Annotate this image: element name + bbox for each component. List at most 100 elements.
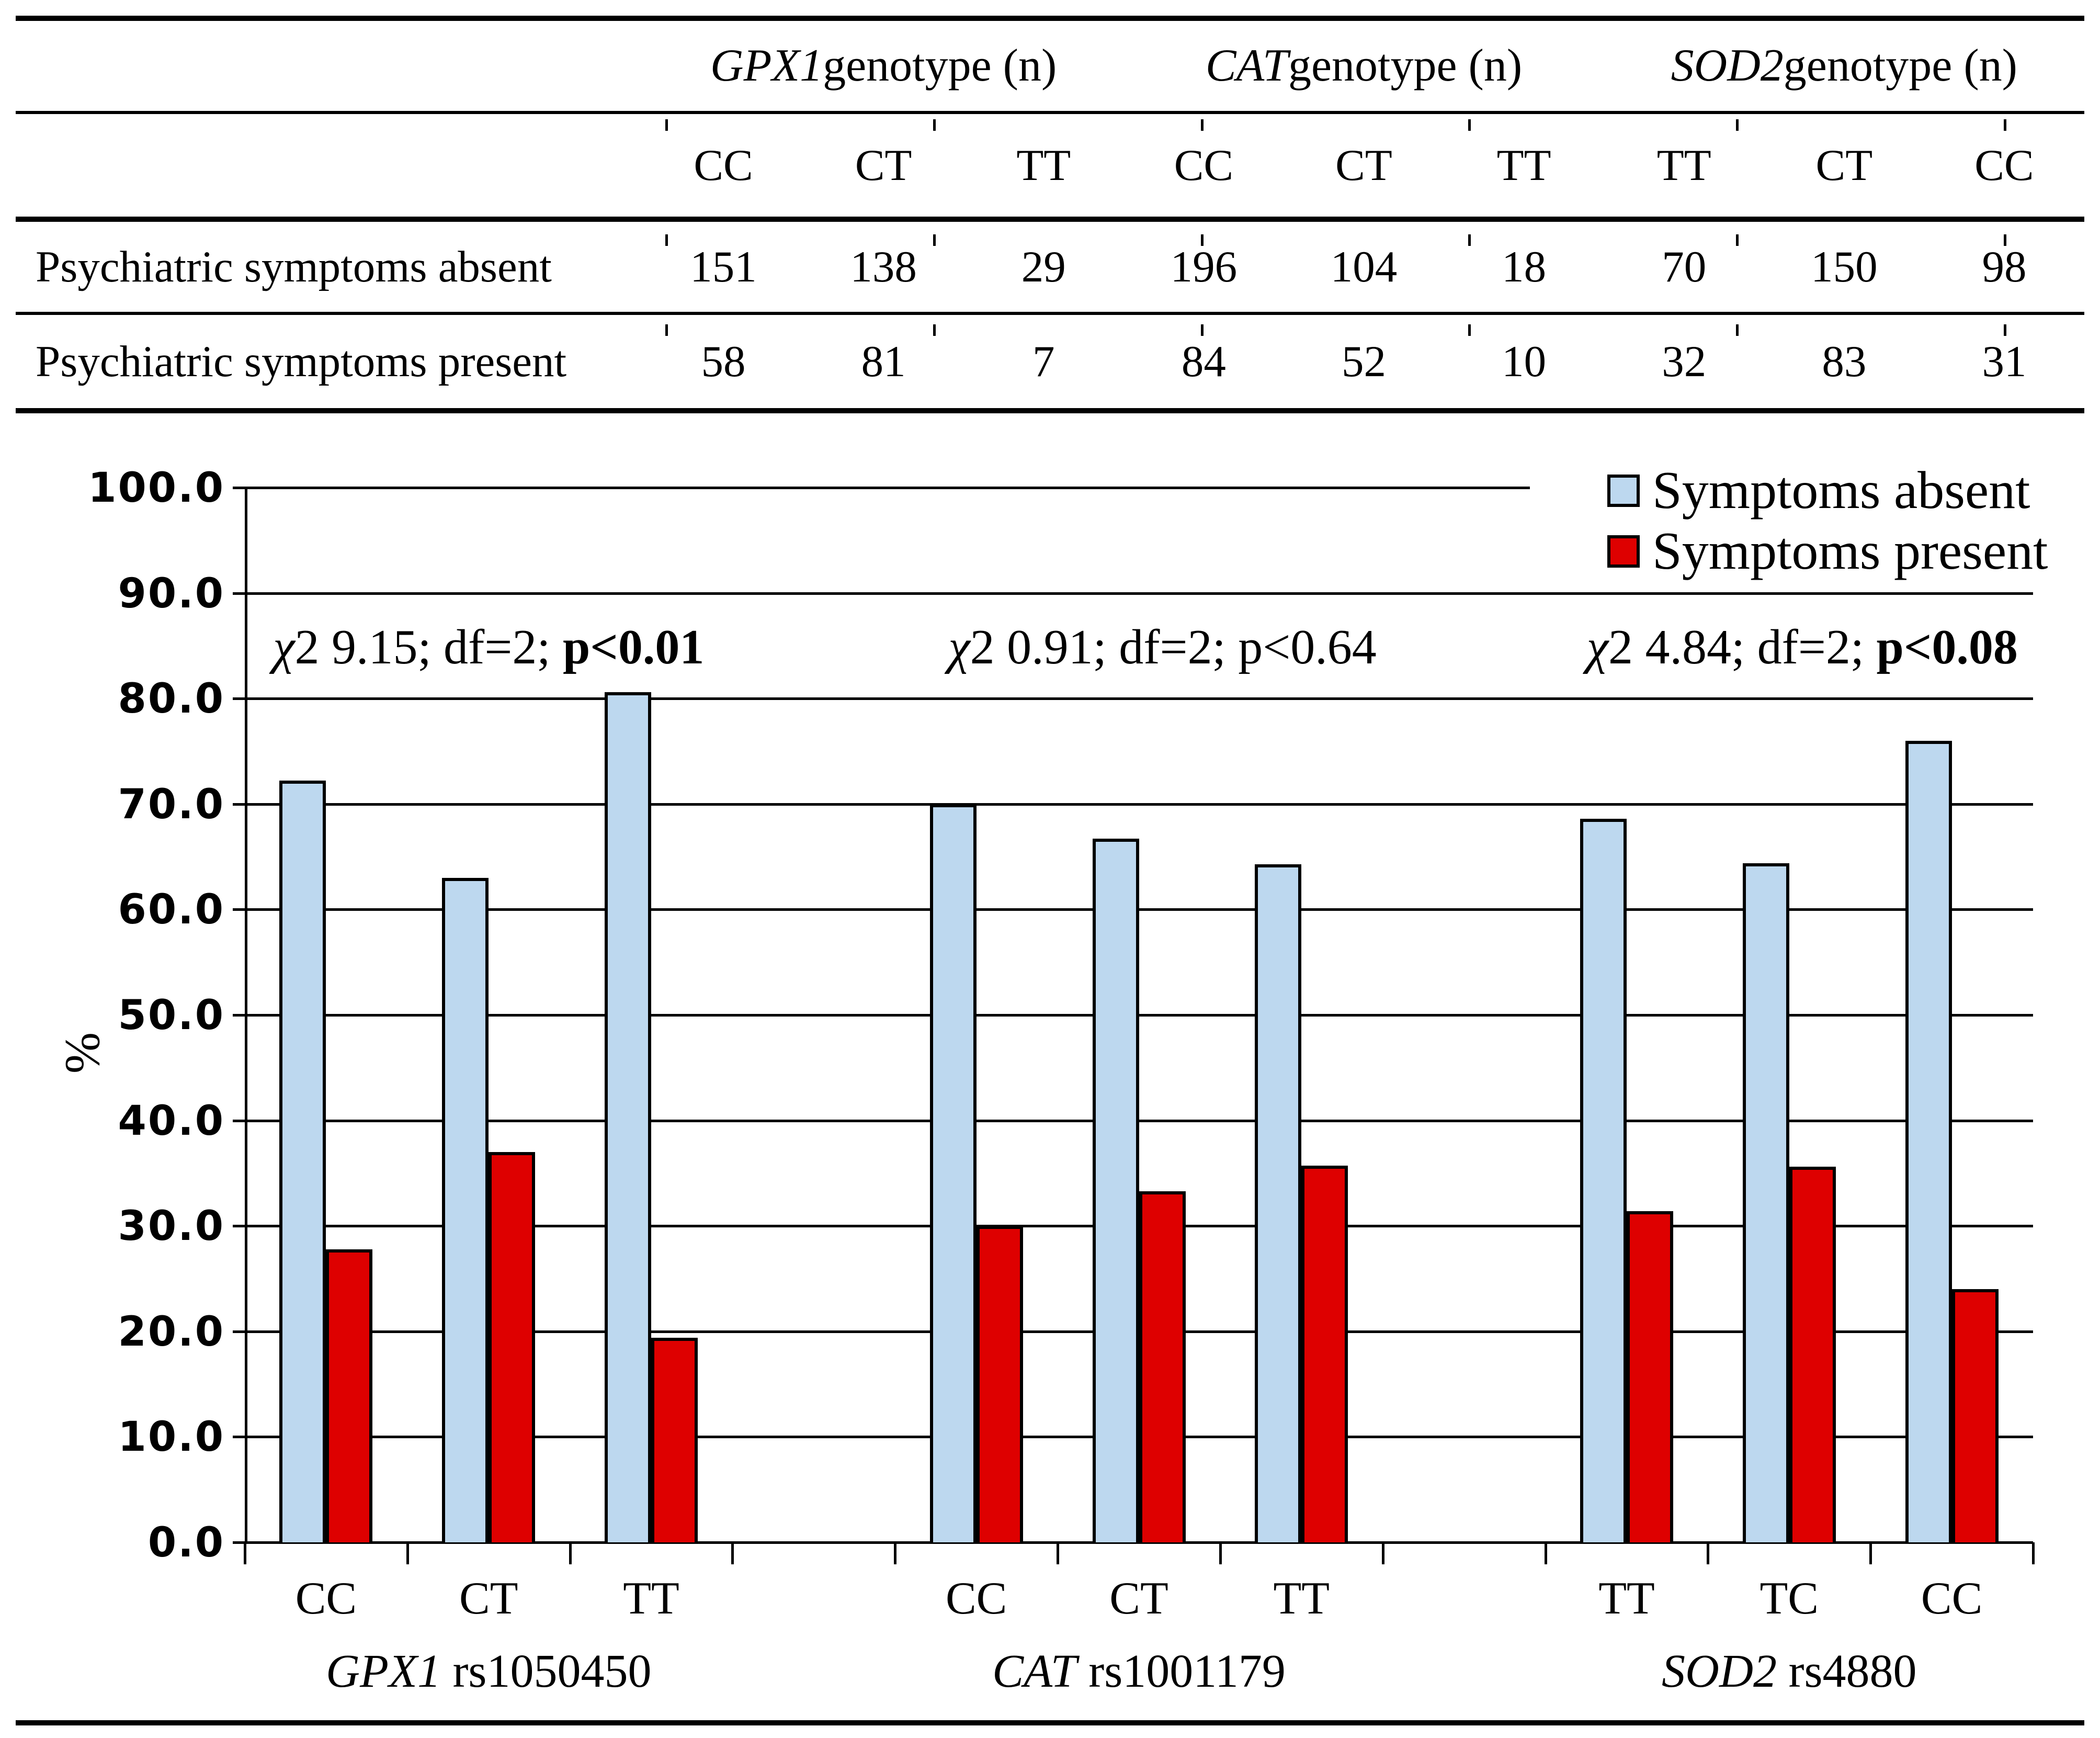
x-group-label-cat: CAT rs1001179	[992, 1648, 1286, 1695]
chi-square-stats: χ2 0.91; df=2;	[948, 620, 1239, 674]
x-axis-tick	[1869, 1542, 1872, 1564]
bar-absent-gpx1-CC	[279, 781, 326, 1542]
x-category-label: CC	[295, 1573, 357, 1624]
bar-absent-cat-CC	[929, 804, 977, 1542]
table-corner-cell	[16, 21, 643, 114]
y-tick-label: 50.0	[118, 992, 225, 1039]
table-cell-value: 32	[1662, 336, 1707, 386]
bar-present-cat-TT	[1301, 1166, 1348, 1542]
y-tick-label: 20.0	[118, 1308, 225, 1356]
y-tick-label: 40.0	[118, 1097, 225, 1145]
x-axis-tick	[244, 1542, 246, 1564]
table-row-label: Psychiatric symptoms present	[36, 336, 567, 386]
table-cell-value: 29	[963, 222, 1124, 315]
table-group-header-cat: CAT genotype (n)	[1123, 21, 1604, 114]
table-genotype-header-6: TT	[1604, 114, 1764, 222]
x-category-label: CT	[459, 1573, 518, 1624]
bar-absent-gpx1-TT	[605, 692, 652, 1542]
gene-name: GPX1	[325, 1645, 441, 1697]
table-column-tick	[1468, 324, 1471, 336]
rs-number: rs1050450	[440, 1645, 652, 1697]
table-cell-value: 151	[643, 222, 804, 315]
table-column-tick	[1201, 324, 1204, 336]
x-axis-tick	[1219, 1542, 1222, 1564]
table-genotype-header-5: TT	[1444, 114, 1604, 222]
gridline-100.0	[233, 487, 2033, 489]
p-value: p<0.01	[563, 620, 705, 674]
table-column-tick	[665, 234, 668, 246]
table-column-tick	[1201, 119, 1204, 131]
genotype-table: GPX1 genotype (n) CAT genotype (n) SOD2 ge…	[16, 16, 2084, 413]
x-category-label: TT	[1598, 1573, 1655, 1624]
table-genotype-header-2: TT	[963, 114, 1124, 222]
y-tick-label: 70.0	[118, 781, 225, 828]
x-group-label-gpx1: GPX1 rs1050450	[326, 1648, 651, 1695]
table-column-tick	[2004, 119, 2006, 131]
table-column-tick	[2004, 234, 2006, 246]
bar-present-sod2-CC	[1951, 1289, 1999, 1542]
table-column-tick	[1736, 324, 1739, 336]
table-cell-value: 83	[1822, 336, 1867, 386]
bar-absent-sod2-CC	[1905, 740, 1952, 1542]
x-category-label: CT	[1109, 1573, 1168, 1624]
chi-square-stats: χ2 4.84; df=2;	[1586, 620, 1877, 674]
group-header-suffix: genotype (n)	[1288, 40, 1523, 91]
chi-square-annotation-gpx1: χ2 9.15; df=2; p<0.01	[273, 623, 704, 672]
table-column-tick	[933, 119, 936, 131]
y-axis-line	[245, 488, 247, 1542]
x-category-label: CC	[945, 1573, 1007, 1624]
rs-number: rs4880	[1777, 1645, 1917, 1697]
x-axis-tick	[1057, 1542, 1060, 1564]
table-cell-value: 81	[861, 336, 906, 386]
bar-absent-cat-TT	[1255, 864, 1302, 1542]
x-axis-tick	[2032, 1542, 2035, 1564]
bar-present-cat-CC	[976, 1226, 1023, 1542]
y-tick-label: 0.0	[147, 1519, 225, 1566]
bar-present-sod2-TC	[1789, 1167, 1836, 1542]
gene-name: SOD2	[1662, 1645, 1777, 1697]
table-column-tick	[1468, 234, 1471, 246]
table-cell-value: 104	[1284, 222, 1444, 315]
table-genotype-header-7: CT	[1764, 114, 1924, 222]
y-tick-label: 10.0	[118, 1414, 225, 1461]
chi-square-annotation-cat: χ2 0.91; df=2; p<0.64	[948, 623, 1376, 672]
table-cell-value: 98	[1924, 222, 2084, 315]
gene-name: CAT	[1205, 40, 1288, 91]
legend-swatch-absent	[1607, 475, 1640, 507]
table-cell-value: 150	[1764, 222, 1924, 315]
table-header-empty-cell	[16, 114, 643, 222]
bar-absent-cat-CT	[1092, 839, 1139, 1542]
x-category-label: TT	[1273, 1573, 1330, 1624]
bar-absent-gpx1-CT	[442, 877, 489, 1542]
table-group-header-sod2: SOD2 genotype (n)	[1604, 21, 2084, 114]
gene-name: SOD2	[1671, 40, 1784, 91]
table-cell-value: 196	[1123, 222, 1284, 315]
bar-present-sod2-TT	[1626, 1211, 1673, 1542]
gene-name: GPX1	[710, 40, 823, 91]
group-header-suffix: genotype (n)	[1783, 40, 2017, 91]
x-axis-tick	[731, 1542, 734, 1564]
table-cell-value: 58	[701, 336, 746, 386]
legend-swatch-present	[1607, 535, 1640, 568]
x-group-label-sod2: SOD2 rs4880	[1662, 1648, 1917, 1695]
bar-present-gpx1-CC	[326, 1249, 373, 1542]
bar-absent-sod2-TC	[1742, 863, 1789, 1542]
bar-absent-sod2-TT	[1580, 819, 1627, 1542]
chi-square-stats: χ2 9.15; df=2;	[273, 620, 563, 674]
figure-bottom-rule	[16, 1720, 2084, 1725]
table-genotype-header-0: CC	[643, 114, 804, 222]
gridline-0.0	[233, 1541, 2033, 1544]
table-cell-value: 10	[1502, 336, 1547, 386]
table-column-tick	[665, 324, 668, 336]
p-value: p<0.08	[1876, 620, 2018, 674]
table-cell-value: 138	[803, 222, 964, 315]
table-column-tick	[1201, 234, 1204, 246]
chart-legend: Symptoms absent Symptoms present	[1530, 450, 2071, 592]
table-column-tick	[1736, 234, 1739, 246]
table-genotype-header-8: CC	[1924, 114, 2084, 222]
legend-item-present: Symptoms present	[1607, 525, 2071, 578]
legend-label-absent: Symptoms absent	[1652, 461, 2030, 520]
bar-present-cat-CT	[1139, 1191, 1186, 1542]
x-axis-tick	[406, 1542, 409, 1564]
